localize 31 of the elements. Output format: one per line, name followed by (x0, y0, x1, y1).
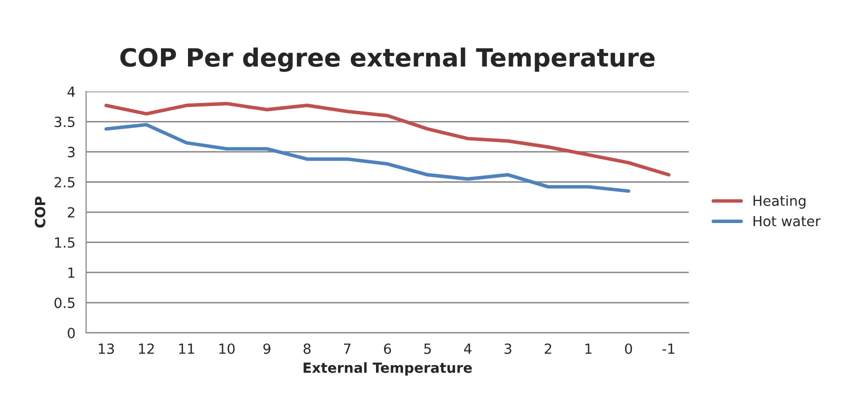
y-tick-label: 3.5 (54, 116, 74, 128)
x-tick-label: 11 (179, 344, 194, 354)
x-tick-label: 7 (344, 344, 350, 354)
x-tick-label: 9 (263, 343, 270, 354)
x-tick-label: 3 (504, 343, 512, 354)
legend-label: Heating (754, 195, 806, 209)
line-series (104, 122, 630, 193)
y-tick-label: 0 (68, 328, 75, 338)
x-tick-label: 1 (585, 344, 592, 354)
x-tick-label: 5 (424, 344, 431, 354)
legend-label: Hot water (754, 216, 821, 226)
x-tick-label: 6 (384, 343, 391, 354)
line-series (104, 102, 670, 176)
x-tick-label: 8 (304, 343, 311, 354)
y-tick-label: 4 (68, 86, 75, 97)
x-tick-label: -1 (662, 344, 674, 354)
x-tick-label: 10 (219, 343, 235, 354)
x-tick-label: 4 (464, 344, 472, 354)
x-tick-label: 2 (544, 343, 552, 354)
x-axis-title: External Temperature (304, 362, 472, 376)
y-tick-label: 1.5 (55, 237, 74, 248)
x-tick-label: 0 (625, 343, 632, 354)
chart-title: COP Per degree external Temperature (120, 48, 655, 72)
y-tick-label: 1 (68, 268, 74, 278)
x-tick-label: 13 (98, 343, 114, 354)
y-tick-label: 2.5 (54, 176, 74, 188)
x-tick-label: 12 (139, 343, 154, 354)
y-tick-label: 3 (68, 146, 75, 158)
y-axis-title: COP (34, 196, 46, 228)
y-tick-label: 2 (68, 207, 74, 218)
y-tick-label: 0.5 (54, 298, 74, 308)
